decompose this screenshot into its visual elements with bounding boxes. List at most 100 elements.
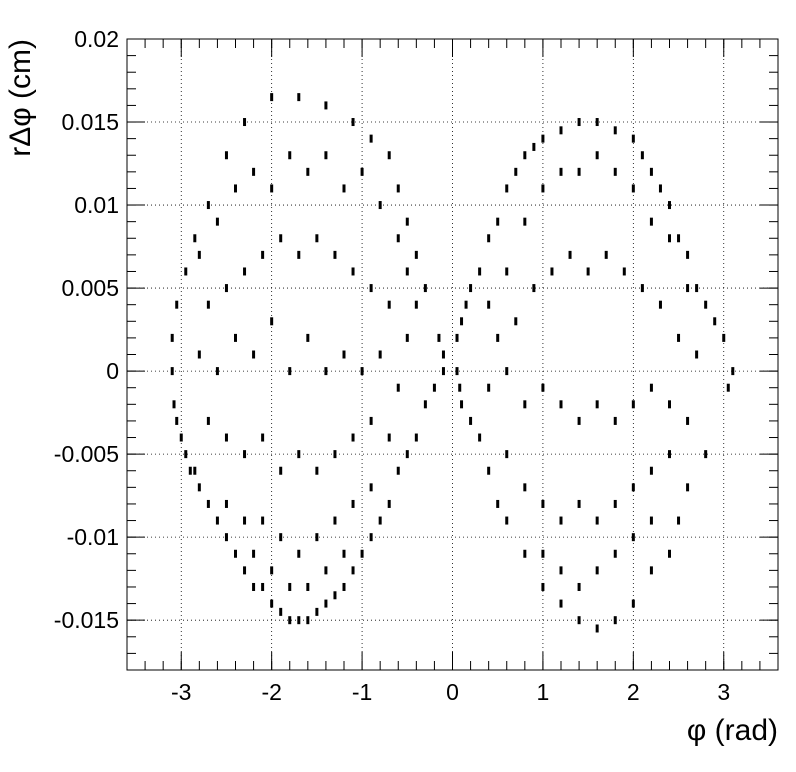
y-tick-label: -0.005 bbox=[54, 441, 119, 467]
data-point bbox=[414, 300, 418, 309]
data-point bbox=[188, 466, 192, 475]
data-point bbox=[360, 549, 364, 558]
data-point bbox=[279, 234, 283, 243]
data-point bbox=[487, 234, 491, 243]
data-point bbox=[677, 234, 681, 243]
data-point bbox=[206, 300, 210, 309]
data-point bbox=[686, 250, 690, 259]
data-point bbox=[441, 350, 445, 359]
data-point bbox=[577, 582, 581, 591]
data-point bbox=[487, 466, 491, 475]
data-point bbox=[215, 217, 219, 226]
data-point bbox=[234, 549, 237, 558]
data-point bbox=[695, 350, 699, 359]
data-point bbox=[523, 483, 527, 492]
data-point bbox=[541, 184, 545, 193]
data-point bbox=[234, 184, 237, 193]
data-point bbox=[487, 300, 491, 309]
data-point bbox=[455, 333, 459, 342]
x-tick-label: -2 bbox=[261, 679, 281, 705]
data-point bbox=[577, 499, 581, 508]
data-point bbox=[297, 250, 301, 259]
data-point bbox=[324, 367, 328, 376]
data-point bbox=[532, 284, 536, 293]
data-point bbox=[206, 499, 210, 508]
data-point bbox=[270, 599, 274, 608]
data-point bbox=[333, 516, 337, 525]
x-tick-labels: -3 -2 -1 0 1 2 3 bbox=[171, 679, 730, 705]
data-point bbox=[396, 234, 400, 243]
data-point bbox=[197, 350, 201, 359]
y-tick-labels: -0.015 -0.01 -0.005 0 0.005 0.01 0.015 0.02 bbox=[54, 26, 119, 633]
data-point bbox=[423, 400, 427, 409]
data-point bbox=[722, 333, 726, 342]
data-point bbox=[184, 267, 188, 276]
data-point bbox=[559, 516, 563, 525]
data-point bbox=[288, 582, 292, 591]
data-point bbox=[613, 549, 617, 558]
data-point bbox=[243, 566, 247, 575]
data-point bbox=[351, 267, 355, 276]
axis-ticks bbox=[126, 38, 779, 671]
data-point bbox=[197, 483, 201, 492]
data-point bbox=[432, 383, 436, 392]
data-point bbox=[342, 184, 346, 193]
data-point bbox=[731, 367, 735, 376]
data-point bbox=[184, 450, 188, 459]
data-point bbox=[351, 118, 355, 127]
data-point bbox=[252, 549, 256, 558]
data-point bbox=[387, 151, 391, 160]
data-point bbox=[649, 516, 653, 525]
data-point bbox=[631, 483, 635, 492]
data-point bbox=[505, 516, 509, 525]
data-point bbox=[686, 284, 690, 293]
data-point bbox=[306, 582, 310, 591]
data-point bbox=[342, 350, 346, 359]
data-point bbox=[224, 533, 228, 542]
data-point bbox=[460, 400, 464, 409]
data-point bbox=[405, 267, 409, 276]
data-point bbox=[668, 549, 671, 558]
x-tick-label: 0 bbox=[446, 679, 459, 705]
data-point bbox=[243, 516, 247, 525]
data-point bbox=[288, 367, 292, 376]
data-point bbox=[613, 499, 617, 508]
data-point bbox=[595, 118, 599, 127]
data-point bbox=[568, 250, 572, 259]
data-point bbox=[234, 333, 237, 342]
data-point bbox=[414, 250, 418, 259]
data-point bbox=[668, 234, 671, 243]
x-tick-label: -3 bbox=[171, 679, 191, 705]
data-point bbox=[270, 317, 274, 326]
data-point bbox=[270, 184, 274, 193]
data-point bbox=[224, 499, 228, 508]
data-point bbox=[496, 217, 500, 226]
data-point bbox=[279, 466, 283, 475]
data-point bbox=[658, 184, 662, 193]
data-point bbox=[686, 416, 690, 425]
y-tick-label: -0.015 bbox=[54, 607, 119, 633]
data-point bbox=[613, 616, 617, 625]
data-point bbox=[455, 367, 459, 376]
data-point bbox=[640, 284, 644, 293]
data-point bbox=[261, 516, 265, 525]
data-point bbox=[405, 217, 409, 226]
data-point bbox=[351, 433, 355, 442]
data-point bbox=[523, 151, 527, 160]
data-point bbox=[261, 582, 265, 591]
data-point bbox=[541, 383, 545, 392]
data-point bbox=[478, 433, 482, 442]
data-point bbox=[496, 499, 500, 508]
data-point bbox=[224, 151, 228, 160]
y-tick-label: -0.01 bbox=[67, 524, 119, 550]
data-point bbox=[577, 416, 581, 425]
data-point bbox=[378, 201, 382, 210]
y-tick-label: 0.015 bbox=[61, 109, 119, 135]
data-point bbox=[324, 151, 328, 160]
data-point bbox=[505, 184, 509, 193]
x-axis-title: φ (rad) bbox=[687, 714, 778, 747]
data-point bbox=[193, 466, 197, 475]
data-point bbox=[514, 167, 518, 176]
data-point bbox=[342, 549, 346, 558]
data-point bbox=[387, 300, 391, 309]
